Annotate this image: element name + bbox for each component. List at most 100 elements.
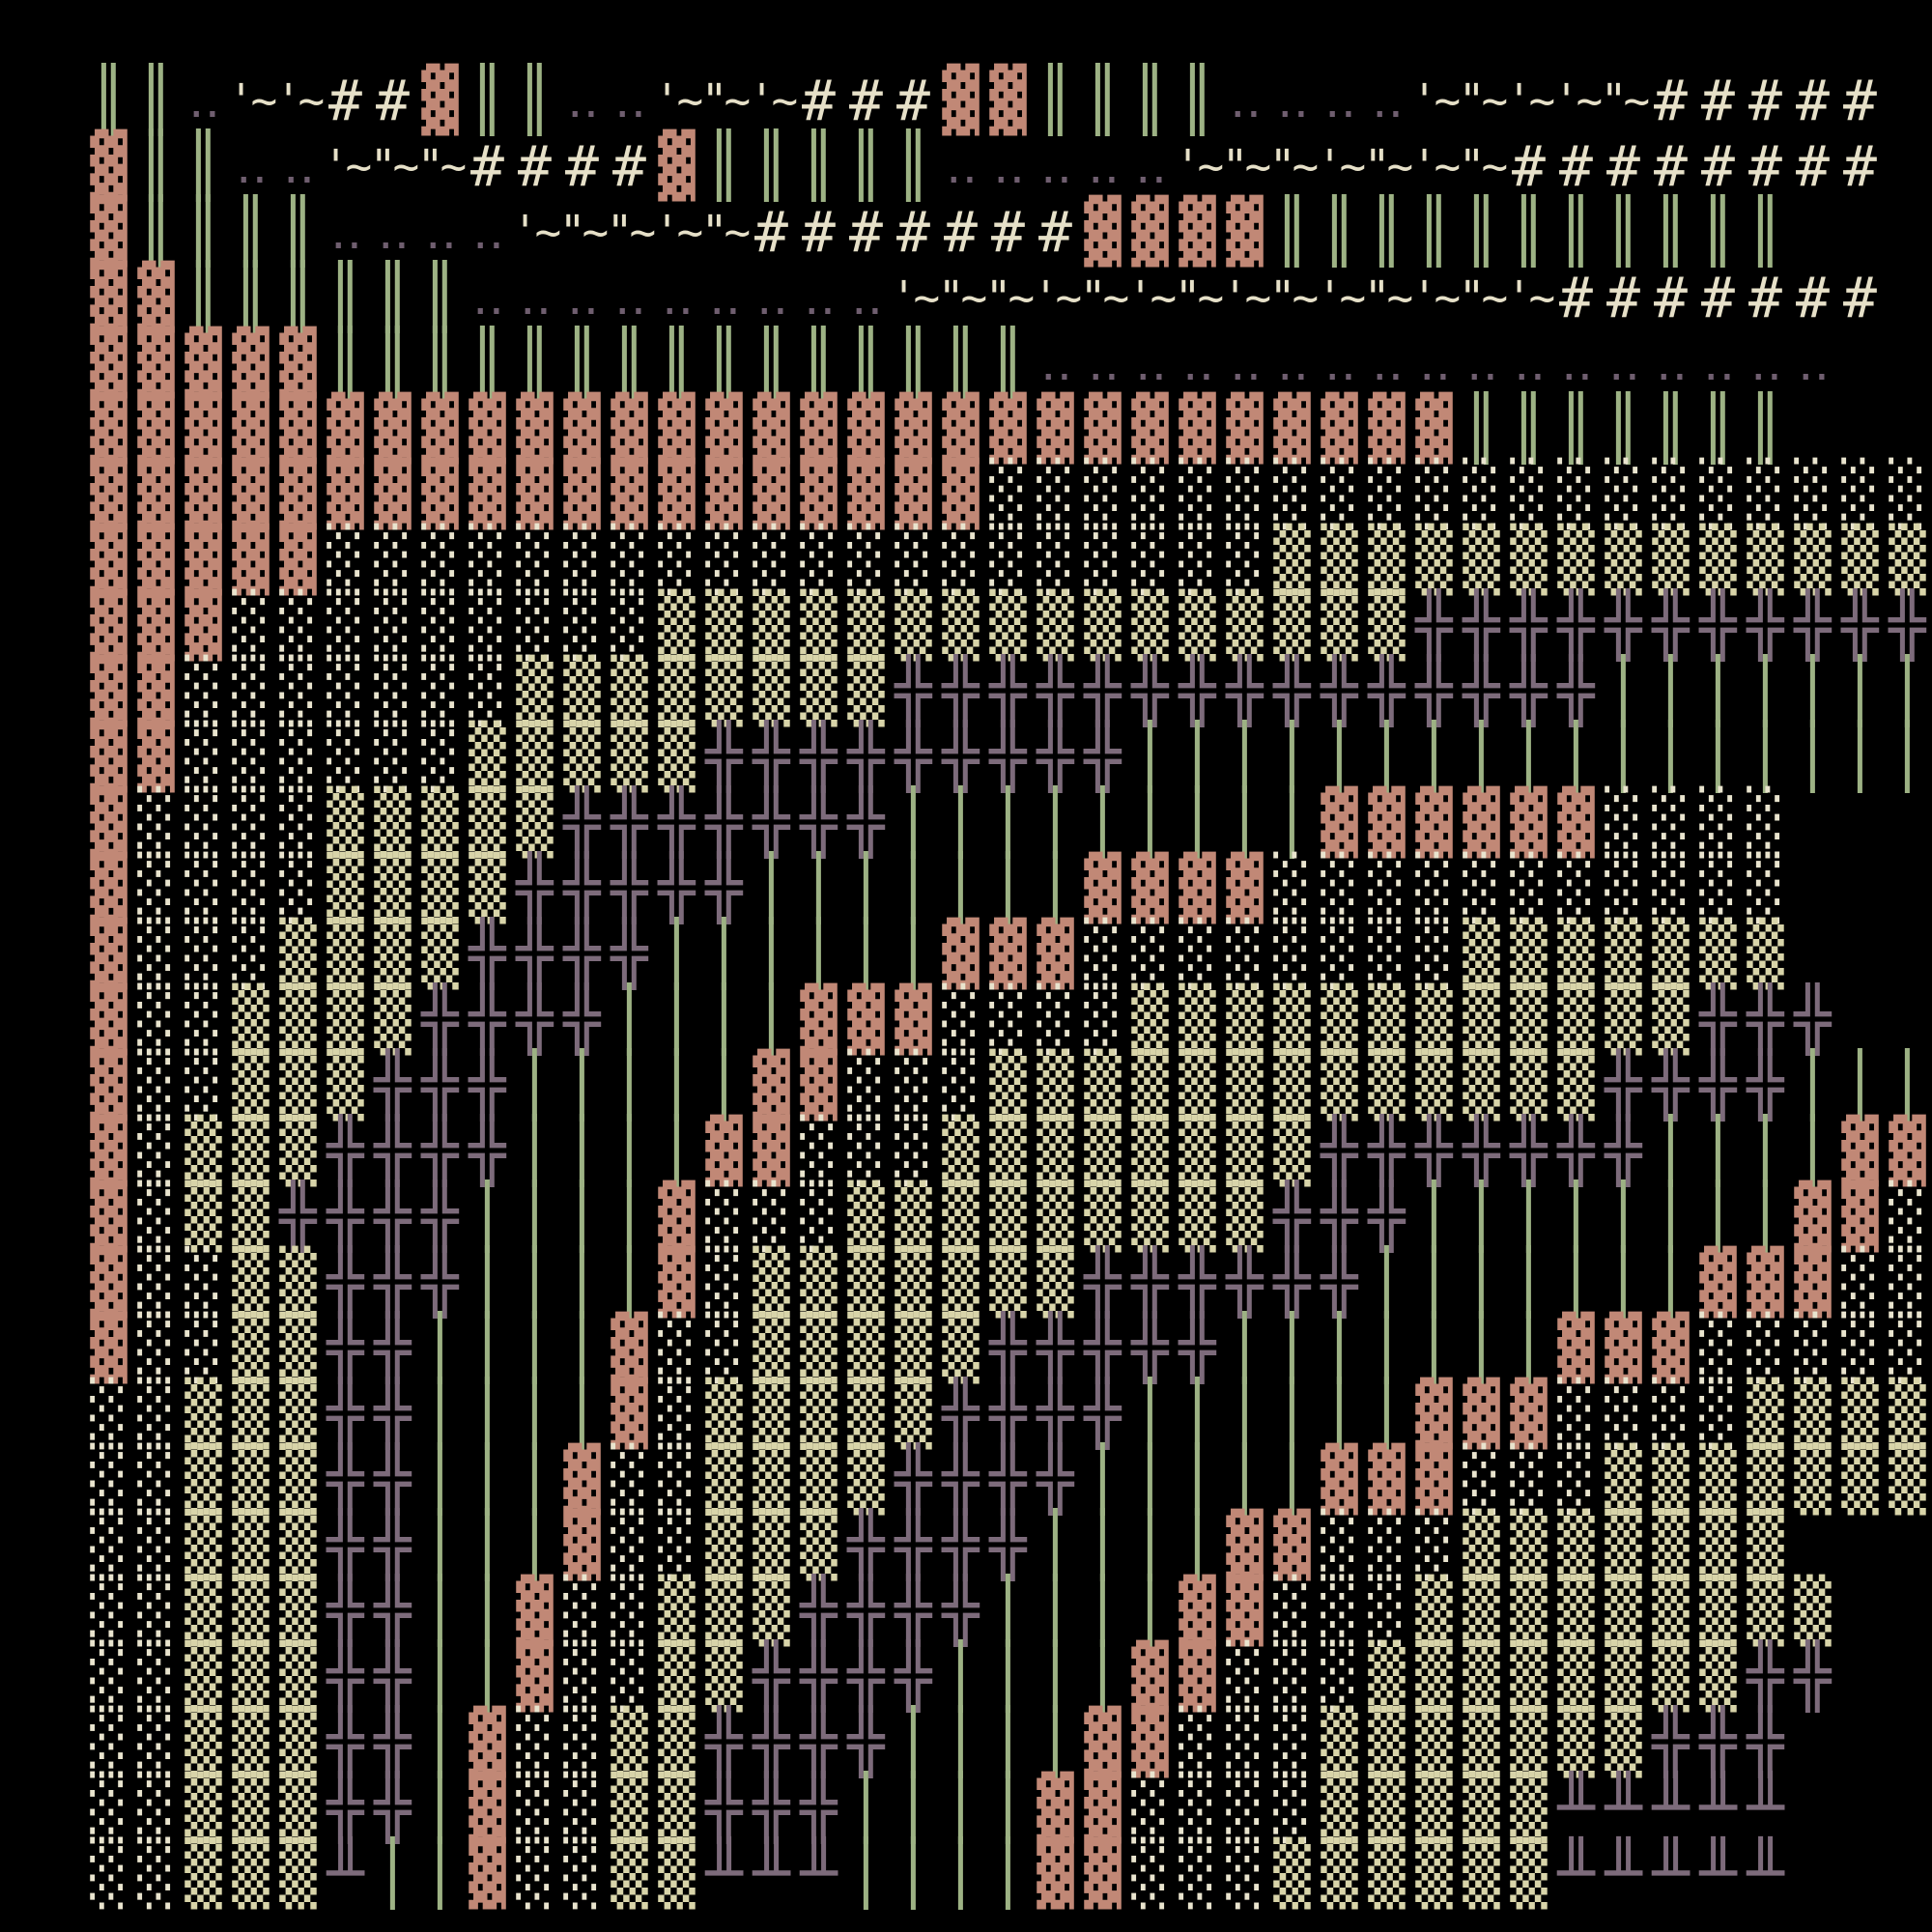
dot-pair-glyph: ‥	[1323, 72, 1356, 128]
single-bar-glyph: │	[989, 1773, 1027, 1844]
dquote-tilde-glyph: "~	[416, 140, 467, 192]
blank-glyph	[1884, 68, 1931, 133]
light-shade-glyph: ░	[137, 1641, 175, 1713]
double-cross-glyph: ╬	[1273, 1247, 1311, 1319]
light-shade-glyph: ░	[1605, 459, 1642, 530]
double-cross-glyph: ╬	[1131, 656, 1169, 727]
light-shade-glyph: ░	[327, 590, 364, 662]
light-shade-glyph: ░	[1747, 853, 1784, 924]
single-bar-glyph: │	[705, 1050, 743, 1122]
dense-block-glyph: ▓	[563, 459, 601, 530]
dense-block-glyph: ▓	[705, 393, 743, 465]
double-bar-glyph: ║	[942, 327, 980, 399]
medium-shade-glyph: ▒	[705, 590, 743, 662]
medium-shade-glyph: ▒	[279, 1773, 317, 1844]
medium-shade-glyph: ▒	[1321, 1838, 1358, 1910]
medium-shade-glyph: ▒	[232, 1247, 270, 1319]
dquote-tilde-glyph: "~	[1363, 140, 1413, 192]
light-shade-glyph: ░	[1037, 459, 1074, 530]
dense-block-glyph: ▓	[232, 525, 270, 596]
dense-block-glyph: ▓	[1463, 787, 1500, 859]
blank-glyph	[1836, 922, 1884, 987]
dquote-tilde-glyph: "~	[1458, 74, 1508, 127]
light-shade-glyph: ░	[1273, 459, 1311, 530]
dot-pair-glyph: ‥	[1560, 335, 1593, 391]
dense-block-glyph: ▓	[1131, 1707, 1169, 1778]
light-shade-glyph: ░	[611, 1444, 648, 1516]
medium-shade-glyph: ▒	[1463, 1838, 1500, 1910]
medium-shade-glyph: ▒	[847, 1247, 885, 1319]
dquote-tilde-glyph: "~	[1079, 271, 1129, 324]
light-shade-glyph: ░	[989, 984, 1027, 1056]
medium-shade-glyph: ▒	[989, 590, 1027, 662]
light-shade-glyph: ░	[563, 1707, 601, 1778]
medium-shade-glyph: ▒	[1699, 1510, 1737, 1581]
medium-shade-glyph: ▒	[1321, 590, 1358, 662]
art-row: ▓ ░ ▒ ▒ ▒ ╬ ╬ ╬ ╬ │ │ │ │ ▓ ▓ ░ ░ ░ ▒ ▒ ▒ ▒ ▒ ▒ ▒ ▒ ╬ ╬ ╬ ╬ ╬ ╬ ╬ │ │ │ │ ▓ ▓	[85, 1119, 1931, 1184]
medium-shade-glyph: ▒	[1179, 984, 1216, 1056]
single-bar-glyph: │	[421, 1641, 459, 1713]
medium-shade-glyph: ▒	[1510, 1576, 1548, 1647]
double-cross-glyph: ╬	[279, 1181, 317, 1253]
light-shade-glyph: ░	[753, 1181, 790, 1253]
light-shade-glyph: ░	[185, 1050, 222, 1122]
light-shade-glyph: ░	[90, 1444, 128, 1516]
medium-shade-glyph: ▒	[942, 1313, 980, 1384]
single-bar-glyph: │	[658, 1050, 696, 1122]
dquote-tilde-glyph: "~	[558, 206, 609, 258]
light-shade-glyph: ░	[137, 1773, 175, 1844]
dquote-tilde-glyph: "~	[369, 140, 419, 192]
dense-block-glyph: ▓	[90, 919, 128, 990]
light-shade-glyph: ░	[1368, 919, 1406, 990]
medium-shade-glyph: ▒	[1368, 1707, 1406, 1778]
double-cross-glyph: ╬	[1131, 1247, 1169, 1319]
hash-glyph: #	[1796, 265, 1830, 330]
light-shade-glyph: ░	[1226, 919, 1264, 990]
dense-block-glyph: ▓	[1226, 853, 1264, 924]
double-bar-glyph: ║	[895, 327, 932, 399]
dot-pair-glyph: ‥	[1607, 335, 1640, 391]
up-cross-glyph: ╨	[705, 1838, 743, 1910]
double-cross-glyph: ╬	[1747, 1050, 1784, 1122]
light-shade-glyph: ░	[1321, 1641, 1358, 1713]
light-shade-glyph: ░	[1557, 459, 1595, 530]
single-bar-glyph: │	[421, 1838, 459, 1910]
dense-block-glyph: ▓	[563, 1444, 601, 1516]
dense-block-glyph: ▓	[1179, 1641, 1216, 1713]
art-row: ▓ ░ ▒ ▒ ╬ ╬ ╬ ╬ │ │ │ │ ▓ ░ ░ ░ ▒ ▒ ▒ ▒ ▒ ▒ ▒ ▒ ▒ ╬ ╬ ╬ │ │ │ │ │ │ │ │ ▓ ▓ ░	[85, 1184, 1931, 1250]
hash-glyph: #	[1843, 133, 1877, 199]
medium-shade-glyph: ▒	[185, 1116, 222, 1187]
blank-glyph	[1884, 856, 1931, 922]
double-cross-glyph: ╬	[1652, 1707, 1690, 1778]
dense-block-glyph: ▓	[1368, 393, 1406, 465]
blank-glyph	[1884, 1578, 1931, 1644]
medium-shade-glyph: ▒	[232, 1707, 270, 1778]
single-bar-glyph: │	[705, 984, 743, 1056]
light-shade-glyph: ░	[1889, 1181, 1926, 1253]
art-row: ░ ░ ▒ ▒ ▒ ╬ ╬ │ ▓ ░ ░ ▒ ▒ ╬ ╬ ╬ ╬ │ │ │ │ ▓ ▓ ░ ░ ░ ▒ ▒ ▒ ▒ ▒ ▒ ▒ ╬ ╬ ╬	[85, 1710, 1931, 1776]
double-cross-glyph: ╬	[989, 1313, 1027, 1384]
art-row: ▓ ▓ ║ ║ ║ ║ ║ ║ ‥ ‥ ‥ ‥ ‥ ‥ ‥ ‥ ‥ '~"~"~'~"~'~"~'~"~'~"~'…	[85, 265, 1931, 330]
dquote-tilde-glyph: "~	[1363, 271, 1413, 324]
medium-shade-glyph: ▒	[1747, 1378, 1784, 1450]
medium-shade-glyph: ▒	[753, 656, 790, 727]
double-cross-glyph: ╬	[705, 853, 743, 924]
medium-shade-glyph: ▒	[989, 1050, 1027, 1122]
hash-glyph: #	[1701, 265, 1735, 330]
double-cross-glyph: ╬	[1084, 1378, 1122, 1450]
dense-block-glyph: ▓	[611, 393, 648, 465]
double-cross-glyph: ╬	[1510, 1116, 1548, 1187]
light-shade-glyph: ░	[421, 722, 459, 793]
dense-block-glyph: ▓	[90, 590, 128, 662]
dot-pair-glyph: ‥	[1702, 335, 1735, 391]
double-cross-glyph: ╬	[1794, 1641, 1832, 1713]
dense-block-glyph: ▓	[658, 1247, 696, 1319]
medium-shade-glyph: ▒	[1889, 525, 1926, 596]
dquote-tilde-glyph: "~	[1268, 271, 1319, 324]
dot-pair-glyph: ‥	[850, 270, 883, 326]
medium-shade-glyph: ▒	[1463, 525, 1500, 596]
double-cross-glyph: ╬	[847, 1641, 885, 1713]
medium-shade-glyph: ▒	[1699, 525, 1737, 596]
medium-shade-glyph: ▒	[279, 1641, 317, 1713]
dot-pair-glyph: ‥	[1181, 335, 1214, 391]
